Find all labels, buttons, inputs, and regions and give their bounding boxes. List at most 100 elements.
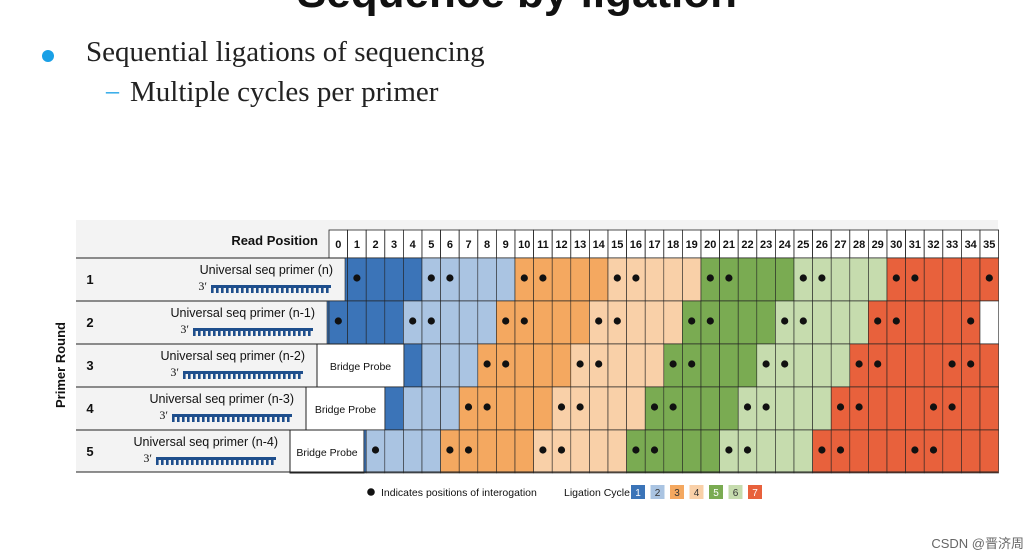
primer-strand-tooth [227,417,230,422]
interrogation-dot [557,403,566,411]
ligation-cell [961,257,981,302]
primer-strand-tooth [278,331,281,336]
ligation-cell [719,386,739,431]
ligation-cell [849,429,869,474]
ligation-cell [793,343,813,388]
primer-strand-tooth [281,288,284,293]
interrogation-dot [669,403,677,411]
ligation-cell [756,300,776,345]
primer-strand-tooth [181,460,184,465]
ligation-cell [514,386,534,431]
primer-strand-tooth [268,331,271,336]
primer-strand-tooth [287,417,290,422]
interrogation-dot [632,446,640,454]
primer-strand-tooth [286,288,289,293]
interrogation-dot [967,317,975,325]
primer-strand-tooth [241,288,244,293]
primer-strand-tooth [267,417,270,422]
interrogation-dot [929,446,938,454]
position-label: 23 [760,239,772,251]
primer-strand-tooth [303,331,306,336]
position-label: 34 [965,239,978,251]
legend-cycle-number: 5 [713,488,719,499]
primer-strand-tooth [166,460,169,465]
interrogation-dot [967,360,975,368]
position-label: 29 [872,239,884,251]
ligation-cell [682,429,702,474]
interrogation-dot [446,446,454,454]
ligation-cell [886,429,906,474]
ligation-cell [365,300,386,345]
primer-strand-tooth [188,374,191,379]
ligation-cell [347,300,367,345]
position-label: 16 [630,239,642,251]
interrogation-dot [874,360,882,368]
position-label: 24 [779,239,792,251]
primer-strand-tooth [298,331,301,336]
interrogation-dot [688,360,696,368]
ligation-cell [365,257,386,302]
ligation-cell [533,300,553,345]
legend-cycle-number: 2 [655,488,661,499]
primer-strand-tooth [233,331,236,336]
ligation-cell [737,300,758,345]
primer-strand-tooth [192,417,195,422]
primer-strand-tooth [278,374,281,379]
ligation-cell [830,343,851,388]
interrogation-dot [576,360,584,368]
primer-strand-tooth [208,331,211,336]
primer-strand-tooth [326,288,329,293]
interrogation-dot [409,317,417,325]
position-label: 3 [391,239,397,251]
primer-strand [211,285,331,288]
ligation-cell [886,343,906,388]
ligation-cell [775,429,795,474]
ligation-cell [570,429,590,474]
primer-strand-tooth [213,374,216,379]
round-number: 5 [86,444,93,459]
interrogation-dot [464,403,473,411]
sub-bullet-dash: – [106,76,119,105]
ligation-cell [440,343,460,388]
interrogation-dot [725,446,733,454]
ligation-cell [812,386,832,431]
primer-strand-tooth [221,460,224,465]
ligation-cell [775,257,795,302]
ligation-cell [719,343,739,388]
primer-strand-tooth [291,288,294,293]
ligation-cell [700,386,720,431]
interrogation-dot [650,403,659,411]
ligation-cell [682,386,702,431]
interrogation-dot [892,317,900,325]
primer-strand-tooth [256,288,259,293]
position-label: 17 [648,239,660,251]
ligation-cell [682,257,702,302]
primer-strand-tooth [277,417,280,422]
position-label: 25 [797,239,809,251]
primer-strand-tooth [248,374,251,379]
ligation-cell [533,386,553,431]
ligation-cell [384,300,404,345]
interrogation-dot [334,317,342,325]
interrogation-dot [353,274,361,282]
interrogation-dot [892,274,900,282]
primer-strand-tooth [258,374,261,379]
primer-strand-tooth [251,460,254,465]
primer-strand-tooth [238,331,241,336]
primer-strand-tooth [296,288,299,293]
interrogation-dot [595,317,603,325]
primer-strand-tooth [232,417,235,422]
ligation-cell [905,300,925,345]
primer-strand-tooth [218,331,221,336]
interrogation-dot [427,317,435,325]
primer-strand-tooth [221,288,224,293]
interrogation-dot [799,274,807,282]
ligation-cell [905,386,925,431]
primer-strand-tooth [263,374,266,379]
ligation-cell [514,429,534,474]
primer-strand-tooth [252,417,255,422]
ligation-cell [942,257,962,302]
primer-strand-tooth [156,460,159,465]
ligation-cell [886,386,906,431]
ligation-cell [551,343,572,388]
